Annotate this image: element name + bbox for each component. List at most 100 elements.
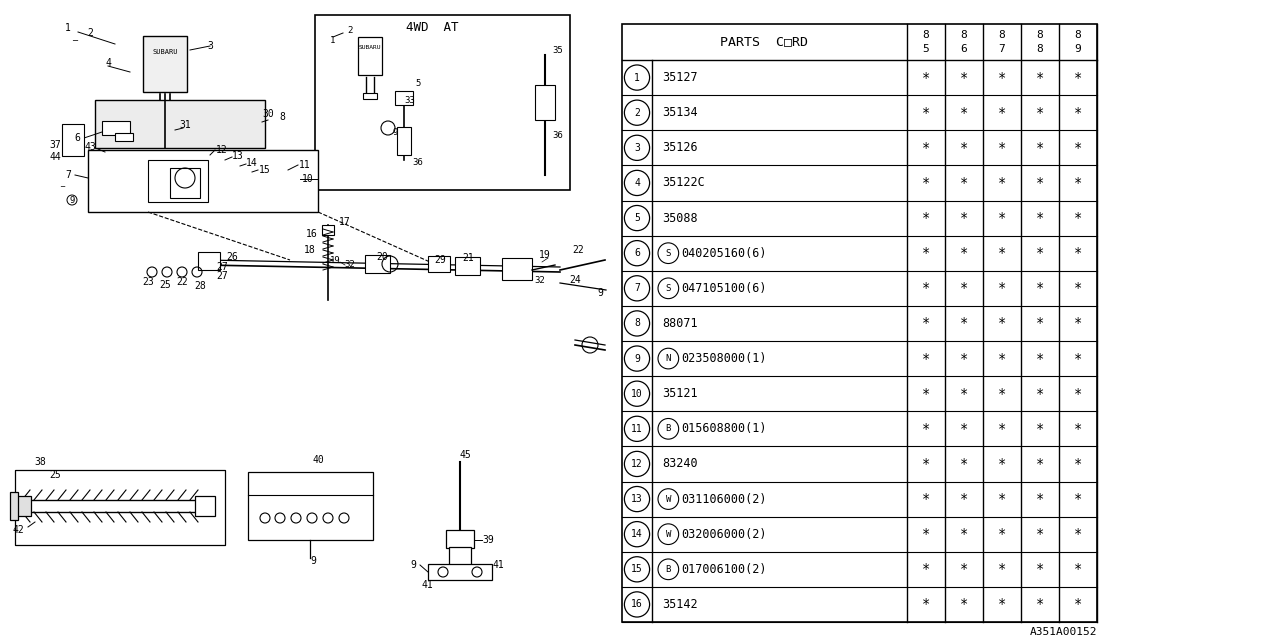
Text: *: * — [1074, 492, 1082, 506]
Text: *: * — [1036, 492, 1044, 506]
Text: *: * — [1036, 316, 1044, 330]
Text: *: * — [960, 282, 968, 295]
Text: 35134: 35134 — [662, 106, 698, 119]
Text: *: * — [960, 141, 968, 155]
Text: 83240: 83240 — [662, 458, 698, 470]
Text: 12: 12 — [631, 459, 643, 469]
Text: 7: 7 — [65, 170, 70, 180]
Text: *: * — [1036, 563, 1044, 576]
Text: 4WD  AT: 4WD AT — [406, 20, 458, 33]
Bar — [170, 168, 200, 198]
Bar — [198, 252, 220, 270]
Text: 8: 8 — [960, 30, 968, 40]
Text: *: * — [1074, 527, 1082, 541]
Text: 040205160(6): 040205160(6) — [682, 246, 767, 260]
Text: *: * — [1074, 246, 1082, 260]
Text: 5: 5 — [923, 44, 929, 54]
Text: *: * — [960, 597, 968, 611]
Text: 26: 26 — [227, 252, 238, 262]
Text: 7: 7 — [634, 284, 640, 293]
Bar — [157, 113, 173, 120]
Text: 35127: 35127 — [662, 71, 698, 84]
Text: 9: 9 — [392, 127, 398, 136]
Text: 27: 27 — [216, 271, 228, 281]
Text: *: * — [998, 106, 1006, 120]
Text: *: * — [1074, 316, 1082, 330]
Text: *: * — [1074, 597, 1082, 611]
Bar — [10, 492, 18, 520]
Text: 032006000(2): 032006000(2) — [682, 528, 767, 541]
Bar — [502, 258, 532, 280]
Text: *: * — [960, 563, 968, 576]
Text: SUBARU: SUBARU — [358, 45, 381, 49]
Text: 28: 28 — [195, 281, 206, 291]
Text: 11: 11 — [300, 160, 311, 170]
Text: *: * — [998, 316, 1006, 330]
Text: *: * — [922, 106, 931, 120]
Text: *: * — [922, 457, 931, 471]
Text: 27: 27 — [216, 262, 228, 272]
Text: *: * — [922, 141, 931, 155]
Text: *: * — [960, 316, 968, 330]
Text: *: * — [998, 176, 1006, 190]
Text: 37: 37 — [49, 140, 61, 150]
Text: *: * — [1074, 457, 1082, 471]
Text: *: * — [922, 70, 931, 84]
Text: *: * — [1074, 106, 1082, 120]
Text: 25: 25 — [49, 470, 61, 480]
Text: 14: 14 — [246, 158, 257, 168]
Text: *: * — [998, 387, 1006, 401]
Text: 6: 6 — [634, 248, 640, 258]
Text: *: * — [1036, 282, 1044, 295]
Text: 22: 22 — [572, 245, 584, 255]
Text: *: * — [998, 246, 1006, 260]
Text: 22: 22 — [177, 277, 188, 287]
Text: *: * — [922, 246, 931, 260]
Text: 8: 8 — [634, 319, 640, 328]
Text: 8: 8 — [998, 30, 1005, 40]
Text: N: N — [666, 354, 671, 363]
Text: *: * — [960, 106, 968, 120]
Text: 9: 9 — [1075, 44, 1082, 54]
Text: 29: 29 — [434, 255, 445, 265]
Text: *: * — [998, 563, 1006, 576]
Text: *: * — [922, 351, 931, 365]
Text: *: * — [998, 457, 1006, 471]
Bar — [248, 472, 372, 540]
Text: *: * — [960, 422, 968, 436]
Text: 19: 19 — [539, 250, 550, 260]
Text: *: * — [1036, 211, 1044, 225]
Bar — [622, 24, 1097, 622]
Text: *: * — [998, 282, 1006, 295]
Bar — [102, 121, 131, 135]
Text: *: * — [1036, 176, 1044, 190]
Text: 32: 32 — [535, 275, 545, 285]
Text: 023508000(1): 023508000(1) — [682, 352, 767, 365]
Text: *: * — [1074, 211, 1082, 225]
Text: S: S — [666, 284, 671, 293]
Text: *: * — [922, 316, 931, 330]
Text: *: * — [1036, 351, 1044, 365]
Text: 42: 42 — [12, 525, 24, 535]
Text: 15: 15 — [259, 165, 271, 175]
Text: 31: 31 — [179, 120, 191, 130]
Text: 35142: 35142 — [662, 598, 698, 611]
Bar — [454, 257, 480, 275]
Bar — [115, 133, 133, 141]
Text: 3: 3 — [634, 143, 640, 153]
Text: W: W — [666, 495, 671, 504]
Text: 12: 12 — [216, 145, 228, 155]
Text: SUBARU: SUBARU — [152, 49, 178, 55]
Text: *: * — [922, 563, 931, 576]
Bar — [143, 36, 187, 92]
Text: *: * — [922, 176, 931, 190]
Text: 9: 9 — [410, 560, 416, 570]
Text: 40: 40 — [312, 455, 324, 465]
Text: 2: 2 — [634, 108, 640, 118]
Text: *: * — [1036, 246, 1044, 260]
Text: 9: 9 — [596, 288, 603, 298]
Text: *: * — [1074, 176, 1082, 190]
Text: 6: 6 — [74, 133, 79, 143]
Text: *: * — [960, 387, 968, 401]
Text: *: * — [960, 176, 968, 190]
